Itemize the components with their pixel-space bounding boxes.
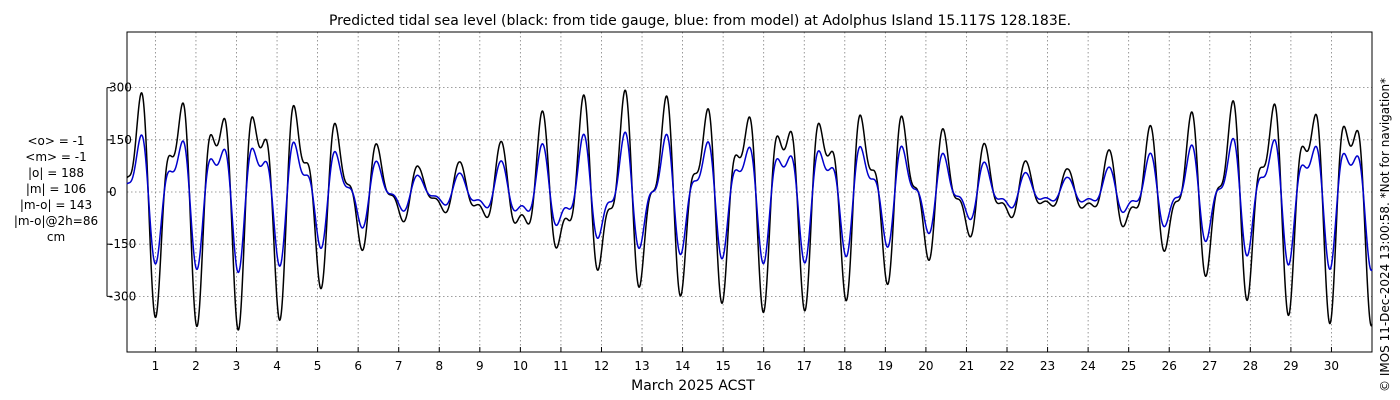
stat-line: <o> = -1 <box>27 134 85 148</box>
x-tick-label: 1 <box>152 359 160 373</box>
y-tick-label: 150 <box>109 133 132 147</box>
series-layer <box>126 89 1373 331</box>
stat-line: cm <box>46 230 66 244</box>
stats-panel: <o> = -1 <m> = -1 |o| = 188 |m| = 106 |m-o| … <box>0 133 112 245</box>
x-tick-label: 16 <box>756 359 771 373</box>
x-tick-label: 9 <box>476 359 484 373</box>
x-tick-label: 21 <box>959 359 974 373</box>
x-tick-label: 17 <box>797 359 812 373</box>
series-line-model <box>126 131 1373 274</box>
x-tick-label: 7 <box>395 359 403 373</box>
x-tick-label: 18 <box>837 359 852 373</box>
stat-line: <m> = -1 <box>25 150 87 164</box>
chart-title: Predicted tidal sea level (black: from t… <box>329 13 1071 29</box>
x-tick-label: 2 <box>192 359 200 373</box>
x-axis: 1 2 3 4 5 6 7 8 9 10 11 12 13 14 15 16 17 18 19 20 21 22 23 24 2… <box>152 347 1339 373</box>
stat-line: |o| = 188 <box>27 166 84 180</box>
x-tick-label: 22 <box>999 359 1014 373</box>
x-tick-label: 29 <box>1283 359 1298 373</box>
y-tick-label: 0 <box>109 185 117 199</box>
stat-line: |m-o|@2h=86 <box>13 214 99 228</box>
x-tick-label: 5 <box>314 359 322 373</box>
x-tick-label: 23 <box>1040 359 1055 373</box>
x-tick-label: 6 <box>354 359 362 373</box>
x-tick-label: 10 <box>513 359 528 373</box>
y-tick-label: -300 <box>109 289 136 303</box>
y-tick-label: -150 <box>109 237 136 251</box>
x-tick-label: 11 <box>553 359 568 373</box>
x-tick-label: 24 <box>1080 359 1095 373</box>
x-tick-label: 26 <box>1162 359 1177 373</box>
x-tick-label: 27 <box>1202 359 1217 373</box>
x-tick-label: 12 <box>594 359 609 373</box>
x-tick-label: 13 <box>634 359 649 373</box>
copyright-notice: © IMOS 11-Dec-2024 13:00:58. *Not for na… <box>1378 77 1392 392</box>
x-tick-label: 30 <box>1324 359 1339 373</box>
x-tick-label: 20 <box>918 359 933 373</box>
stat-line: |m-o| = 143 <box>19 198 93 212</box>
y-tick-label: 300 <box>109 81 132 95</box>
x-tick-label: 4 <box>273 359 281 373</box>
grid-lines <box>127 32 1372 352</box>
series-line-tide-gauge <box>126 89 1373 331</box>
x-tick-label: 15 <box>715 359 730 373</box>
x-tick-label: 3 <box>233 359 241 373</box>
plot-frame <box>126 31 1373 353</box>
x-tick-label: 19 <box>878 359 893 373</box>
x-axis-label: March 2025 ACST <box>631 378 755 394</box>
stat-line: |m| = 106 <box>25 182 87 196</box>
x-tick-label: 25 <box>1121 359 1136 373</box>
x-tick-label: 14 <box>675 359 690 373</box>
x-tick-label: 28 <box>1243 359 1258 373</box>
x-tick-label: 8 <box>435 359 443 373</box>
y-axis: 300 150 0 -150 -300 <box>106 81 136 303</box>
